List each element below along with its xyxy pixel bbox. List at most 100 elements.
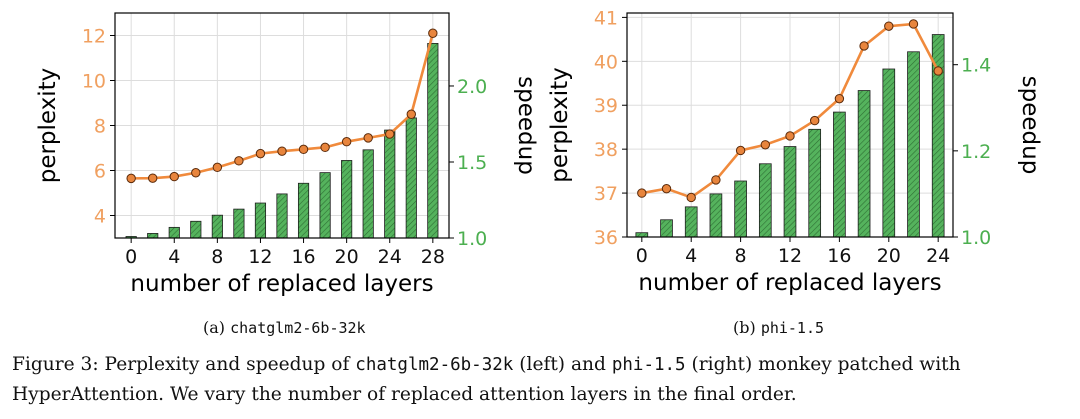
- x-axis-label: number of replaced layers: [130, 271, 433, 297]
- x-tick-label: 12: [248, 246, 272, 268]
- x-tick-label: 24: [378, 246, 402, 268]
- subcaption-right-prefix: (b): [733, 318, 761, 337]
- chart-phi: 0 4 8 12 16 20 24 36 37 38 39 40 41 1.0 1.2 1.4 number o…: [547, 7, 1043, 296]
- speedup-tick-label: 1.0: [961, 227, 991, 249]
- x-tick-label: 0: [125, 246, 137, 268]
- perplexity-point: [148, 173, 158, 183]
- perplexity-point: [785, 131, 795, 141]
- x-tick-label: 0: [636, 245, 648, 267]
- perplexity-point: [859, 41, 869, 51]
- speedup-bar: [254, 202, 267, 239]
- perplexity-point: [126, 173, 136, 184]
- perplexity-tick-label: 36: [594, 227, 618, 249]
- perplexity-tick-label: 10: [82, 71, 106, 93]
- x-tick-label: 8: [211, 246, 223, 268]
- x-tick-label: 4: [168, 246, 180, 268]
- y-axis-label-speedup: speedup: [513, 76, 539, 175]
- x-tick-label: 24: [926, 245, 950, 267]
- speedup-tick-label: 1.5: [457, 152, 487, 174]
- speedup-bar: [882, 68, 896, 238]
- caption-model1: chatglm2-6b-32k: [355, 355, 514, 375]
- perplexity-tick-label: 4: [94, 206, 106, 228]
- perplexity-point: [406, 109, 416, 119]
- caption-part1: Figure 3: Perplexity and speedup of: [12, 354, 356, 375]
- perplexity-point: [834, 93, 845, 104]
- perplexity-point: [908, 19, 919, 29]
- perplexity-point: [760, 140, 771, 150]
- y-axis-label-speedup: speedup: [1017, 76, 1043, 175]
- speedup-bar: [808, 128, 822, 238]
- speedup-tick-label: 1.0: [457, 228, 487, 250]
- perplexity-tick-label: 6: [94, 161, 106, 183]
- speedup-bar: [190, 220, 202, 239]
- subcaption-right-model: phi-1.5: [760, 319, 825, 337]
- perplexity-tick-label: 37: [594, 183, 618, 205]
- perplexity-point: [320, 142, 330, 153]
- perplexity-tick-label: 38: [594, 139, 618, 161]
- figure-caption: Figure 3: Perplexity and speedup of chat…: [12, 350, 1072, 409]
- x-tick-label: 16: [827, 245, 851, 267]
- perplexity-point: [169, 171, 179, 182]
- perplexity-point: [298, 144, 309, 155]
- speedup-bar: [211, 214, 223, 239]
- x-axis-label: number of replaced layers: [638, 270, 941, 296]
- caption-model2: phi-1.5: [611, 355, 686, 375]
- perplexity-point: [884, 21, 894, 31]
- speedup-bar: [276, 193, 288, 239]
- perplexity-point: [191, 168, 201, 178]
- perplexity-tick-label: 39: [594, 95, 618, 117]
- speedup-bar: [635, 232, 649, 238]
- speedup-bar: [233, 208, 245, 239]
- speedup-bar: [427, 43, 439, 239]
- speedup-bar: [384, 129, 396, 239]
- x-tick-label: 4: [685, 245, 697, 267]
- perplexity-point: [234, 156, 244, 166]
- speedup-bar: [783, 146, 797, 238]
- y-axis-label-perplexity: perplexity: [35, 68, 61, 184]
- perplexity-point: [255, 148, 266, 159]
- speedup-bar: [341, 160, 353, 239]
- caption-part3: (right) monkey patched with HyperAttenti…: [12, 354, 961, 405]
- speedup-bar: [857, 90, 871, 238]
- speedup-tick-label: 1.4: [961, 55, 991, 77]
- subcaption-left: (a) chatglm2-6b-32k: [203, 318, 366, 337]
- speedup-bar: [709, 193, 723, 238]
- x-tick-label: 28: [421, 246, 445, 268]
- x-tick-label: 12: [778, 245, 802, 267]
- speedup-bar: [297, 182, 310, 239]
- speedup-bar: [758, 163, 772, 238]
- perplexity-tick-label: 40: [594, 51, 618, 73]
- speedup-bar: [147, 233, 159, 239]
- perplexity-point: [428, 28, 438, 38]
- perplexity-point: [212, 162, 223, 173]
- perplexity-point: [686, 192, 696, 203]
- perplexity-point: [735, 145, 746, 156]
- speedup-bar: [907, 51, 920, 238]
- perplexity-point: [711, 175, 721, 185]
- perplexity-tick-label: 8: [94, 116, 106, 138]
- speedup-bar: [734, 180, 747, 238]
- x-tick-label: 8: [735, 245, 747, 267]
- speedup-tick-label: 1.2: [961, 141, 991, 163]
- subcaption-left-prefix: (a): [203, 318, 231, 337]
- speedup-bar: [833, 111, 846, 238]
- perplexity-tick-label: 12: [82, 26, 106, 48]
- speedup-bar: [362, 149, 374, 239]
- speedup-bar: [660, 219, 673, 238]
- x-tick-label: 20: [335, 246, 359, 268]
- x-tick-label: 16: [291, 246, 315, 268]
- y-axis-label-perplexity: perplexity: [547, 67, 573, 183]
- caption-part2: (left) and: [513, 354, 612, 375]
- speedup-bar: [168, 226, 180, 239]
- speedup-bar: [319, 172, 331, 239]
- perplexity-point: [385, 129, 395, 139]
- perplexity-point: [363, 133, 373, 143]
- x-tick-label: 20: [877, 245, 901, 267]
- perplexity-point: [637, 188, 647, 198]
- perplexity-point: [933, 66, 943, 76]
- speedup-bar: [405, 117, 417, 239]
- subcaption-left-model: chatglm2-6b-32k: [230, 319, 366, 337]
- perplexity-point: [809, 115, 820, 126]
- speedup-bar: [684, 206, 698, 238]
